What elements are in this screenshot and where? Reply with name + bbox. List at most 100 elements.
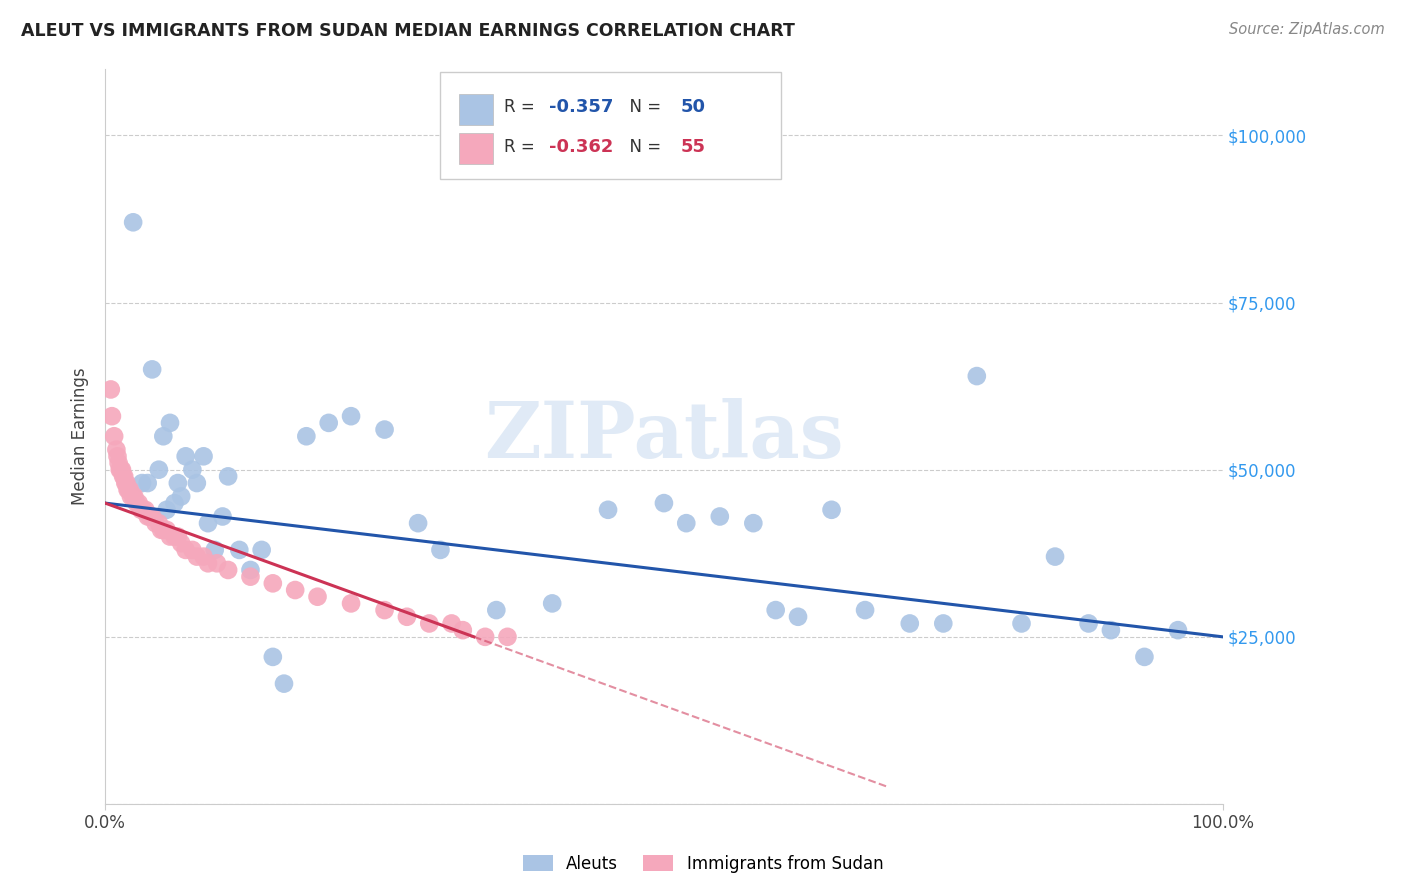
- Point: [374, 423, 396, 437]
- Text: 55: 55: [681, 138, 706, 156]
- Point: [170, 490, 193, 504]
- Point: [742, 516, 765, 531]
- Point: [101, 409, 124, 424]
- Point: [166, 530, 188, 544]
- Point: [174, 542, 197, 557]
- Point: [765, 603, 787, 617]
- Point: [307, 590, 329, 604]
- Point: [152, 429, 174, 443]
- Point: [596, 503, 619, 517]
- Point: [485, 603, 508, 617]
- Point: [136, 509, 159, 524]
- Point: [406, 516, 429, 531]
- Point: [181, 542, 204, 557]
- Point: [250, 542, 273, 557]
- Point: [193, 549, 215, 564]
- Point: [114, 476, 136, 491]
- Point: [217, 563, 239, 577]
- Point: [211, 509, 233, 524]
- Point: [141, 509, 163, 524]
- Point: [118, 483, 141, 497]
- Text: ZIPatlas: ZIPatlas: [484, 398, 844, 475]
- Point: [156, 503, 179, 517]
- Point: [100, 383, 122, 397]
- Text: R =: R =: [505, 138, 540, 156]
- Point: [284, 582, 307, 597]
- Point: [163, 530, 186, 544]
- FancyBboxPatch shape: [440, 72, 782, 178]
- Point: [262, 649, 284, 664]
- Point: [107, 450, 129, 464]
- Point: [820, 503, 842, 517]
- Text: Source: ZipAtlas.com: Source: ZipAtlas.com: [1229, 22, 1385, 37]
- Point: [141, 362, 163, 376]
- FancyBboxPatch shape: [460, 133, 494, 164]
- Point: [122, 490, 145, 504]
- Point: [166, 476, 188, 491]
- Point: [112, 469, 135, 483]
- Point: [675, 516, 697, 531]
- Point: [197, 516, 219, 531]
- Point: [239, 569, 262, 583]
- Point: [418, 616, 440, 631]
- Point: [1167, 623, 1189, 637]
- Point: [898, 616, 921, 631]
- Point: [709, 509, 731, 524]
- Point: [112, 469, 135, 483]
- Point: [139, 509, 162, 524]
- Point: [496, 630, 519, 644]
- Point: [117, 483, 139, 497]
- Text: 50: 50: [681, 98, 706, 117]
- Point: [228, 542, 250, 557]
- Point: [110, 463, 132, 477]
- Point: [131, 476, 153, 491]
- Point: [273, 676, 295, 690]
- Text: N =: N =: [619, 138, 666, 156]
- Point: [262, 576, 284, 591]
- Point: [129, 503, 152, 517]
- Point: [374, 603, 396, 617]
- Point: [148, 516, 170, 531]
- Point: [966, 369, 988, 384]
- Point: [134, 503, 156, 517]
- Point: [108, 463, 131, 477]
- Point: [239, 563, 262, 577]
- Point: [853, 603, 876, 617]
- Point: [451, 623, 474, 637]
- Point: [107, 456, 129, 470]
- Point: [440, 616, 463, 631]
- Legend: Aleuts, Immigrants from Sudan: Aleuts, Immigrants from Sudan: [516, 848, 890, 880]
- Text: R =: R =: [505, 98, 540, 117]
- Point: [295, 429, 318, 443]
- Text: -0.357: -0.357: [548, 98, 613, 117]
- Text: ALEUT VS IMMIGRANTS FROM SUDAN MEDIAN EARNINGS CORRELATION CHART: ALEUT VS IMMIGRANTS FROM SUDAN MEDIAN EA…: [21, 22, 794, 40]
- Point: [1043, 549, 1066, 564]
- Point: [170, 536, 193, 550]
- Point: [118, 483, 141, 497]
- Point: [181, 463, 204, 477]
- Point: [474, 630, 496, 644]
- Point: [163, 496, 186, 510]
- Point: [395, 609, 418, 624]
- Point: [120, 490, 142, 504]
- Point: [1011, 616, 1033, 631]
- Point: [217, 469, 239, 483]
- Point: [204, 542, 226, 557]
- Point: [125, 496, 148, 510]
- Point: [193, 450, 215, 464]
- Point: [148, 463, 170, 477]
- Point: [132, 503, 155, 517]
- Point: [159, 530, 181, 544]
- Point: [122, 215, 145, 229]
- Point: [1133, 649, 1156, 664]
- Point: [652, 496, 675, 510]
- Point: [1099, 623, 1122, 637]
- Point: [197, 556, 219, 570]
- Point: [128, 496, 150, 510]
- Point: [136, 476, 159, 491]
- Point: [152, 523, 174, 537]
- Point: [1077, 616, 1099, 631]
- Point: [787, 609, 810, 624]
- Point: [156, 523, 179, 537]
- Point: [340, 409, 363, 424]
